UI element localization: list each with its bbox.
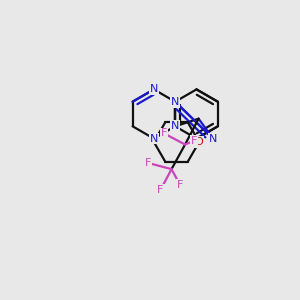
Text: N: N [150,134,158,144]
Text: F: F [145,158,151,168]
Text: N: N [171,121,179,131]
Text: N: N [171,97,179,107]
Text: F: F [161,128,167,139]
Text: N: N [209,134,217,144]
Text: N: N [150,84,158,94]
Text: F: F [190,136,197,146]
Text: F: F [157,185,164,195]
Text: O: O [195,137,203,147]
Text: F: F [177,180,183,190]
